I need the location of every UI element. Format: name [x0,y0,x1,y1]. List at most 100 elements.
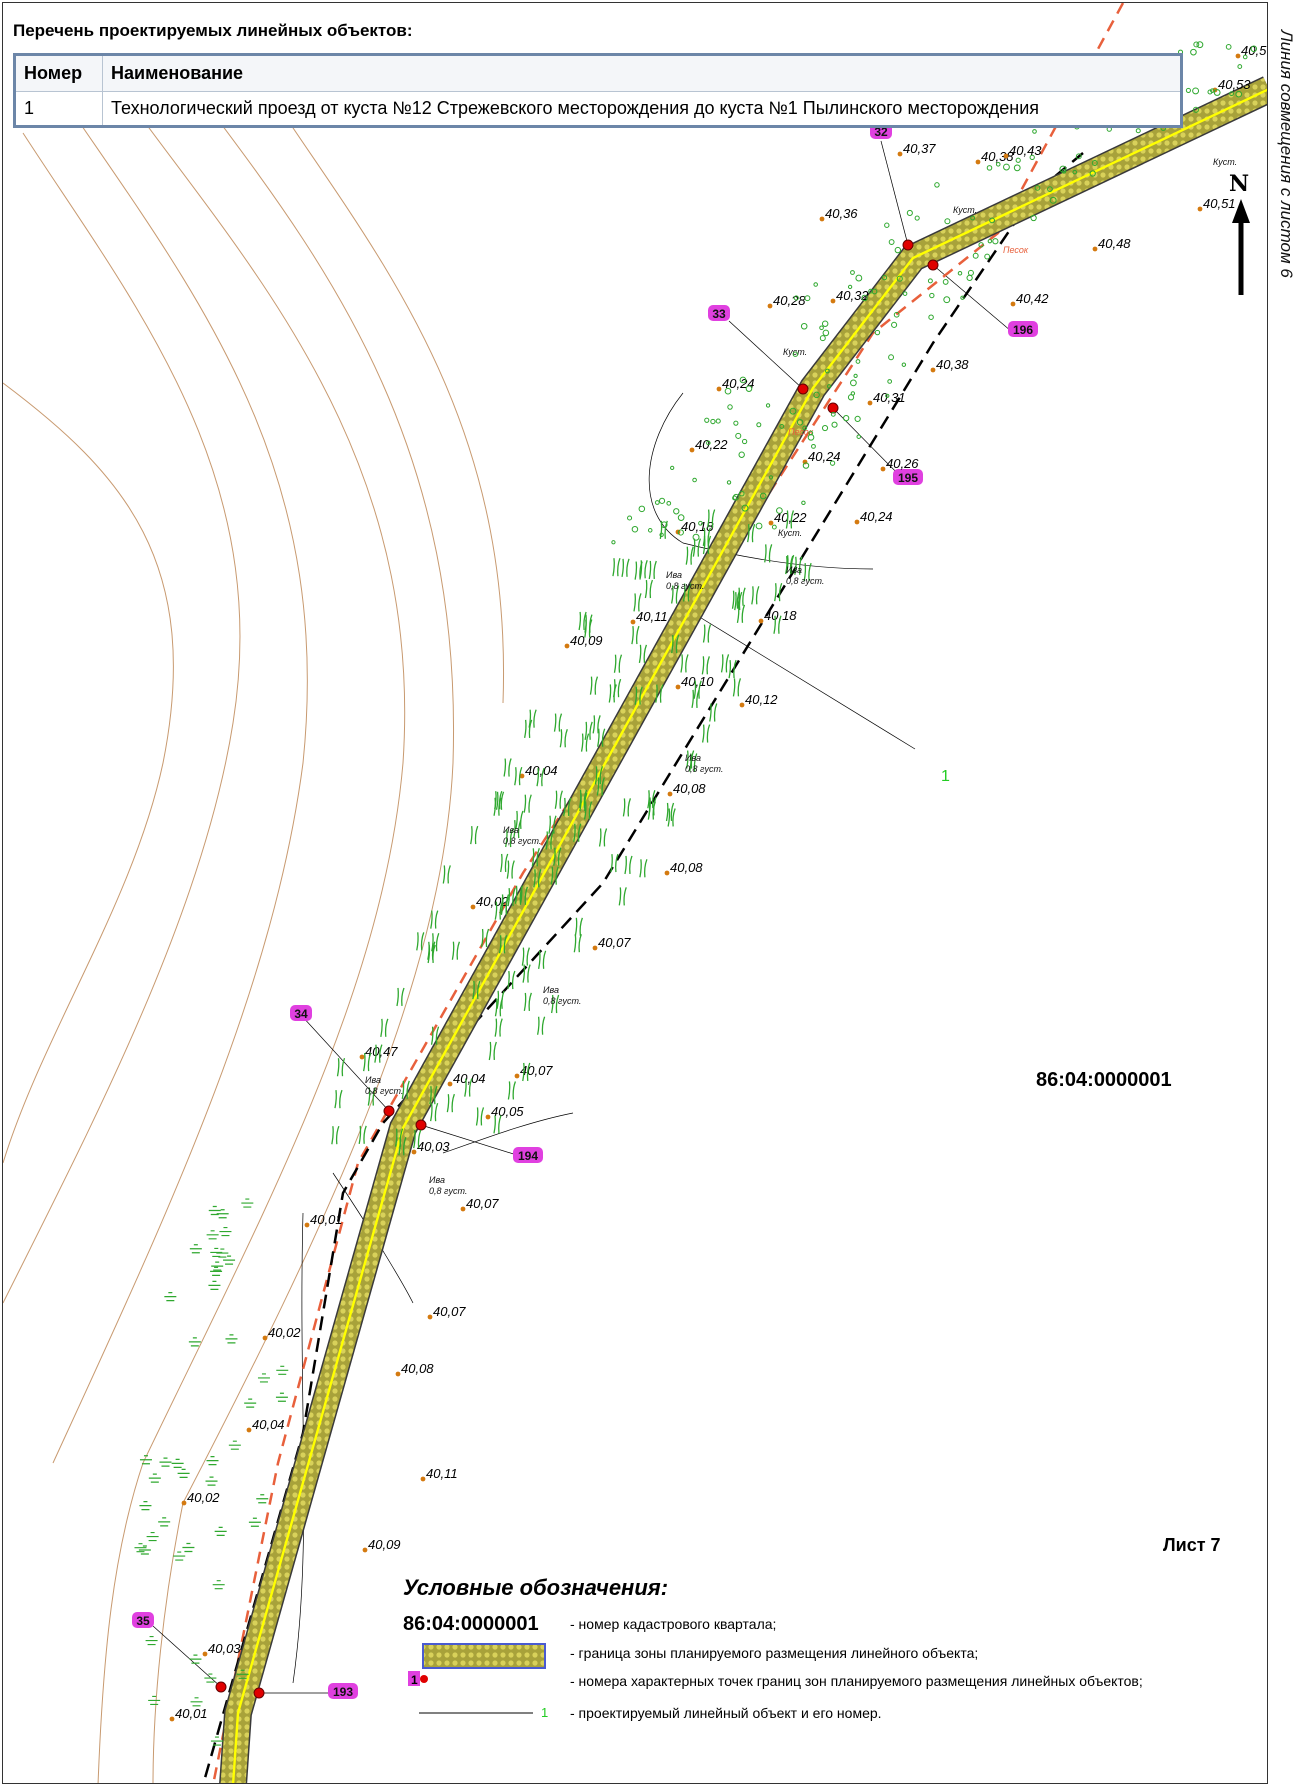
shrub-circle [1196,41,1204,49]
elevation-label: 40,32 [836,288,869,303]
legend-code: 86:04:0000001 [403,1613,539,1635]
shrub-circle [1225,44,1232,50]
grass-symbol [751,586,760,605]
grass-symbol [702,624,712,643]
marsh-symbol [210,1266,223,1276]
elevation-dot [630,619,636,625]
elevation-label: 40,08 [673,781,706,796]
marsh-symbol [171,1458,184,1468]
shrub-circle [987,238,993,244]
point-marker-33 [797,383,809,395]
table-row: 1 Технологический проезд от куста №12 Ст… [14,91,1182,127]
marsh-symbol [219,1226,232,1237]
shrub-circle [776,507,783,514]
legend-item-quarter: - номер кадастрового квартала; [570,1616,777,1632]
grass-symbol [451,941,461,960]
shrub-circle [677,529,684,536]
elevation-dot [667,791,673,797]
list-title: Перечень проектируемых линейных объектов… [13,21,413,40]
grass-symbol [536,1016,546,1035]
marsh-symbol [173,1551,186,1561]
shrub-circle [957,270,963,276]
grass-symbol [803,562,812,582]
grass-symbol [734,591,743,611]
grass-symbol [621,558,630,577]
shrub-circle [1250,45,1258,53]
grass-symbol [521,947,530,966]
grass-symbol [633,593,642,612]
elevation-dot [1003,153,1009,159]
marsh-symbol [134,1543,147,1553]
grass-symbol [334,1089,343,1109]
shrub-circle [906,209,913,217]
point-label-195: 195 [898,471,918,485]
shrub-circle [854,415,861,423]
elevation-label: 40,03 [208,1641,241,1656]
point-label-33: 33 [712,307,726,321]
shrub-circle [850,270,855,275]
elevation-label: 40,12 [745,692,778,707]
elevation-label: 40,04 [453,1071,486,1086]
shrub-circle [1185,87,1191,93]
elevation-dot [362,1547,368,1553]
centerline [231,88,1267,1783]
grass-symbol [430,1026,440,1045]
grass-symbol [500,894,510,913]
point-marker-32 [902,239,914,251]
elevation-dot [1010,301,1016,307]
shrub-circle [1213,89,1221,96]
point-marker-194 [415,1119,427,1131]
elevation-dot [181,1500,187,1506]
marsh-symbol [164,1292,177,1302]
shrub-circle [893,311,900,318]
shrub-circle [847,394,855,401]
grass-symbol [584,614,593,633]
elevation-dot [1092,246,1098,252]
shrub-circle [698,520,703,526]
elevation-marks: 40,540,5340,3840,4340,3740,3640,4840,514… [169,43,1267,1722]
point-marker-35 [215,1681,227,1693]
legend-point-marker [420,1675,428,1683]
shrub-circle [826,384,832,389]
marsh-symbol [177,1468,190,1478]
grass-symbol [537,950,547,969]
shrub-circle [1072,169,1078,175]
shrub-circle [847,284,853,290]
shrub-circle [894,246,902,254]
legend-corridor-swatch [422,1643,546,1669]
elevation-dot [427,1314,433,1320]
grass-symbol [624,855,633,875]
marsh-symbol [138,1545,151,1555]
point-label-bg-35 [132,1612,154,1628]
grass-symbol [358,1125,367,1144]
shrub-circle [821,424,829,432]
shrub-circle [989,217,995,224]
grass-symbol [531,848,540,867]
legend-item-points: - номера характерных точек границ зон пл… [570,1673,1143,1689]
marsh-symbol [189,1244,202,1254]
vegetation-label: Песок [1003,245,1029,255]
grass-symbol [498,935,508,954]
shrub-circle [706,440,711,446]
shrub-circle [1061,169,1067,174]
shrub-circle [970,215,976,221]
elevation-label: 40,02 [268,1325,301,1340]
elevation-dot [930,367,936,373]
grass-symbol [584,721,593,740]
shrub-circle [726,480,732,485]
marsh-symbol [189,1654,202,1664]
shrub-circle [830,411,836,417]
vegetation-label: Куст. [1213,157,1237,167]
grass-symbol [506,860,515,879]
callout-lines [152,140,1012,1694]
shrub-circle [819,335,826,342]
shrub-circle [888,354,894,361]
shrub-circle [1193,41,1200,48]
shrub-circle [745,385,753,392]
grass-symbol [638,644,648,663]
grass-symbol [773,615,782,634]
grass-symbol [671,634,680,654]
grass-symbol [550,866,559,885]
grass-symbol [507,887,516,907]
marsh-symbol [236,1669,249,1679]
